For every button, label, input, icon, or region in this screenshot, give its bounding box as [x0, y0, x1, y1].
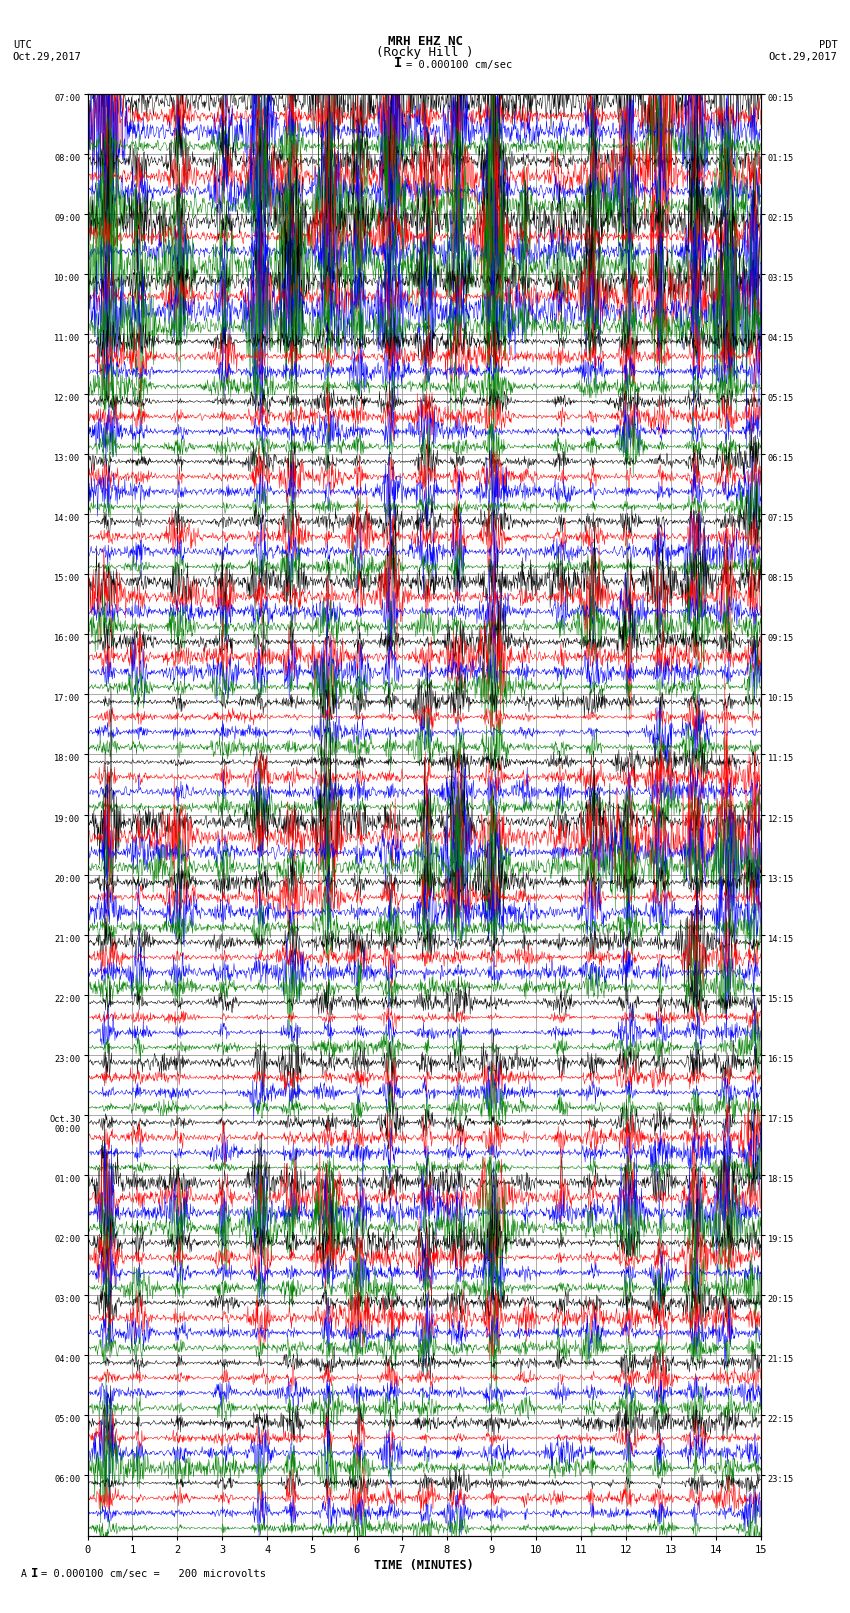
Text: A: A	[21, 1569, 27, 1579]
Text: Oct.29,2017: Oct.29,2017	[13, 52, 82, 61]
Text: Oct.29,2017: Oct.29,2017	[768, 52, 837, 61]
Text: I: I	[394, 56, 402, 71]
Text: I: I	[31, 1568, 39, 1581]
Text: UTC: UTC	[13, 40, 31, 50]
Text: MRH EHZ NC: MRH EHZ NC	[388, 34, 462, 47]
Text: (Rocky Hill ): (Rocky Hill )	[377, 45, 473, 58]
Text: = 0.000100 cm/sec =   200 microvolts: = 0.000100 cm/sec = 200 microvolts	[41, 1569, 266, 1579]
Text: PDT: PDT	[819, 40, 837, 50]
Text: = 0.000100 cm/sec: = 0.000100 cm/sec	[406, 60, 513, 71]
X-axis label: TIME (MINUTES): TIME (MINUTES)	[374, 1558, 474, 1571]
